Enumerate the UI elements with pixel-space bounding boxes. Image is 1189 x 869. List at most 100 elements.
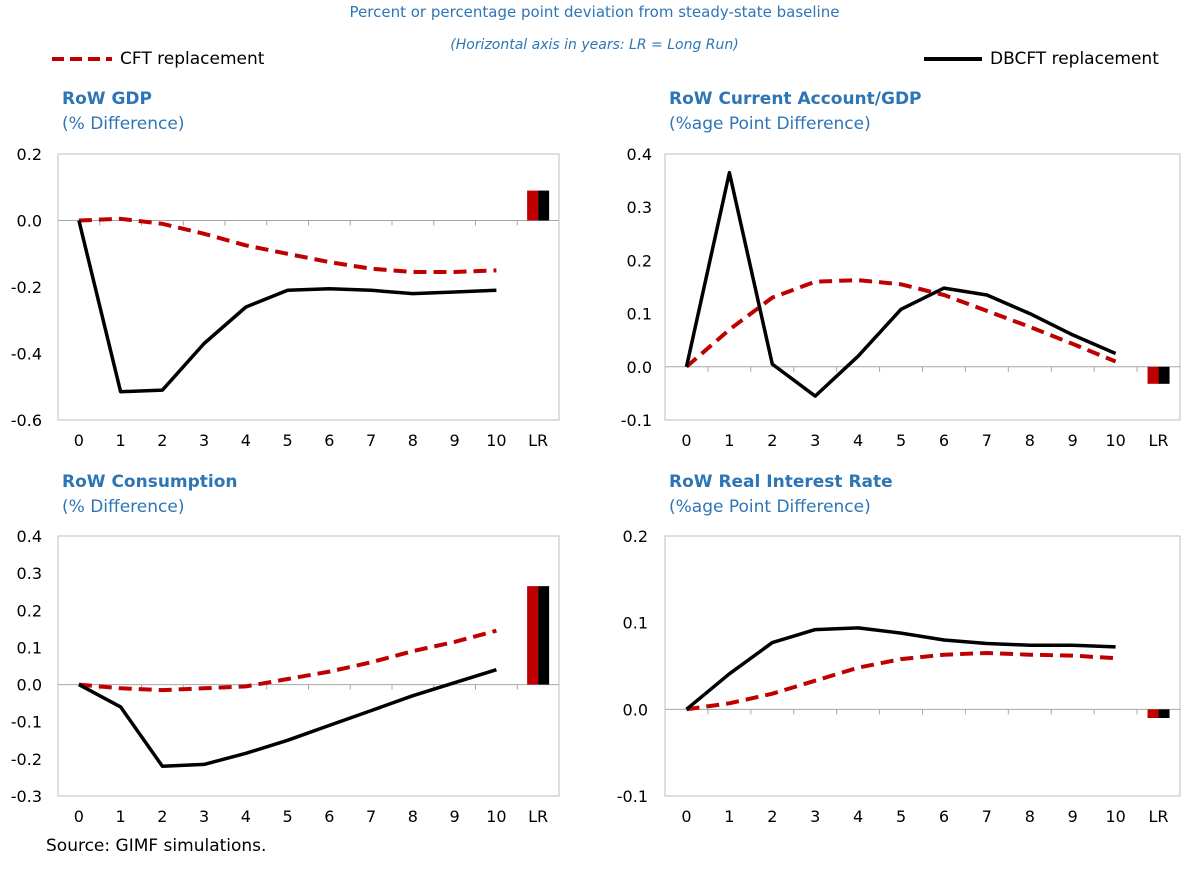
x-tick-label: 1	[724, 431, 734, 450]
x-tick-label: 7	[982, 431, 992, 450]
x-tick-label: 3	[810, 807, 820, 826]
lr-bar-cft	[527, 586, 539, 685]
y-tick-label: -0.2	[11, 278, 42, 297]
x-tick-label: 0	[74, 431, 84, 450]
x-tick-label: 6	[324, 431, 334, 450]
x-tick-label: 7	[366, 431, 376, 450]
chart-panel-4: RoW Real Interest Rate (%age Point Differ…	[617, 472, 1181, 826]
series-line-dbcft	[78, 668, 497, 769]
source-note: Source: GIMF simulations.	[46, 836, 267, 856]
x-tick-label: 2	[767, 807, 777, 826]
y-tick-label: -0.3	[11, 787, 42, 806]
lr-bar-dbcft	[538, 190, 550, 221]
y-tick-label: 0.2	[623, 527, 648, 546]
x-tick-label: 7	[366, 807, 376, 826]
x-tick-label: 10	[486, 807, 506, 826]
x-tick-label: 2	[157, 807, 167, 826]
lr-bar-dbcft	[538, 586, 550, 685]
panel-title: RoW Current Account/GDP	[669, 89, 922, 109]
chart-panel-3: RoW Consumption (% Difference) 0.4 0.3 0.2 0.…	[11, 472, 560, 826]
x-tick-label: LR	[528, 431, 548, 450]
x-tick-label: 1	[116, 431, 126, 450]
x-tick-label: 9	[1068, 807, 1078, 826]
y-tick-label: 0.4	[627, 145, 652, 164]
x-tick-label: 10	[1105, 431, 1125, 450]
lr-bar-cft	[527, 190, 539, 221]
chart-panel-2: RoW Current Account/GDP (%age Point Diffe…	[621, 89, 1181, 450]
y-tick-label: 0.2	[627, 251, 652, 270]
legend-cft-label: CFT replacement	[120, 49, 265, 69]
y-tick-label: 0.1	[623, 614, 648, 633]
x-tick-label: 0	[681, 807, 691, 826]
legend-dbcft: DBCFT replacement	[924, 49, 1159, 69]
y-tick-label: 0.3	[627, 198, 652, 217]
lr-bar-dbcft	[1158, 366, 1170, 384]
y-tick-label: 0.1	[17, 638, 42, 657]
chart-panel-1: RoW GDP (% Difference) 0.2 0.0 -0.2 -0.4 -0.6 0…	[11, 89, 560, 450]
y-tick-label: 0.3	[17, 564, 42, 583]
x-tick-label: 9	[1068, 431, 1078, 450]
lr-bar-cft	[1147, 366, 1159, 384]
plot-frame	[57, 153, 560, 421]
panel-unit: (%age Point Difference)	[669, 497, 871, 517]
x-tick-label: 4	[853, 431, 863, 450]
x-tick-label: 2	[157, 431, 167, 450]
panel-title: RoW GDP	[62, 89, 152, 109]
axis-note: (Horizontal axis in years: LR = Long Run…	[450, 37, 739, 53]
x-tick-label: 6	[939, 807, 949, 826]
y-tick-label: 0.1	[627, 305, 652, 324]
series-line-cft	[78, 216, 497, 274]
y-tick-label: 0.0	[17, 676, 42, 695]
x-tick-label: 0	[74, 807, 84, 826]
x-tick-label: 5	[283, 431, 293, 450]
x-tick-label: 1	[116, 807, 126, 826]
panel-title: RoW Real Interest Rate	[669, 472, 893, 492]
x-tick-label: 9	[450, 431, 460, 450]
x-tick-label: 3	[199, 431, 209, 450]
x-tick-label: 5	[896, 807, 906, 826]
y-tick-label: 0.0	[623, 700, 648, 719]
x-tick-label: 4	[853, 807, 863, 826]
x-tick-label: 3	[810, 431, 820, 450]
series-line-dbcft	[684, 170, 1117, 398]
y-tick-label: 0.2	[17, 601, 42, 620]
y-tick-label: -0.4	[11, 345, 42, 364]
x-tick-label: 8	[1025, 807, 1035, 826]
panel-unit: (% Difference)	[62, 114, 184, 134]
x-tick-label: 5	[283, 807, 293, 826]
x-tick-label: 10	[486, 431, 506, 450]
x-tick-label: 10	[1105, 807, 1125, 826]
x-tick-label: 6	[939, 431, 949, 450]
series-line-cft	[686, 651, 1116, 712]
series-line-dbcft	[685, 626, 1116, 711]
panel-title: RoW Consumption	[62, 472, 238, 492]
y-tick-label: -0.1	[11, 713, 42, 732]
y-tick-label: 0.0	[17, 212, 42, 231]
x-tick-label: 3	[199, 807, 209, 826]
y-tick-label: -0.1	[621, 411, 652, 430]
x-tick-label: 1	[724, 807, 734, 826]
legend-cft: CFT replacement	[50, 49, 264, 69]
legend-dbcft-swatch	[924, 57, 982, 61]
y-tick-label: -0.1	[617, 787, 648, 806]
x-tick-label: 4	[241, 431, 251, 450]
panel-unit: (% Difference)	[62, 497, 184, 517]
x-tick-label: LR	[528, 807, 548, 826]
x-tick-label: 8	[408, 431, 418, 450]
x-tick-label: 7	[982, 807, 992, 826]
series-line-cft	[78, 628, 497, 693]
y-tick-label: 0.4	[17, 527, 42, 546]
x-tick-label: 9	[450, 807, 460, 826]
y-tick-label: -0.2	[11, 750, 42, 769]
panel-unit: (%age Point Difference)	[669, 114, 871, 134]
lr-bar-dbcft	[1158, 709, 1170, 718]
legend-cft-swatch	[52, 57, 112, 61]
x-tick-label: 4	[241, 807, 251, 826]
x-tick-label: 8	[408, 807, 418, 826]
plot-frame	[664, 153, 1181, 421]
series-line-dbcft	[77, 220, 497, 394]
chart-subtitle: Percent or percentage point deviation fr…	[349, 3, 840, 21]
legend-dbcft-label: DBCFT replacement	[990, 49, 1159, 69]
x-tick-label: 2	[767, 431, 777, 450]
